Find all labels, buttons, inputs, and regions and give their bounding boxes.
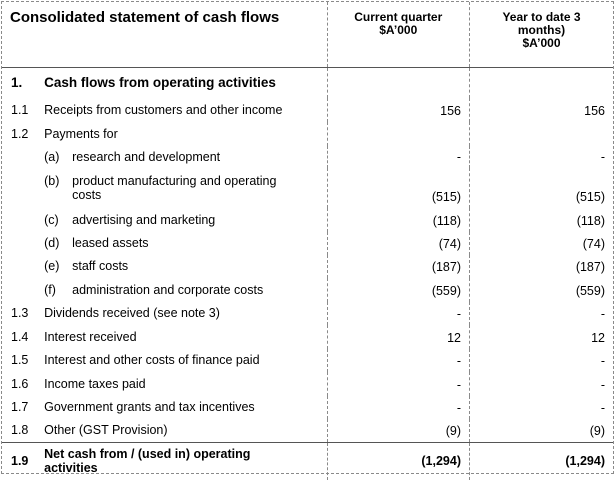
row-label: Interest received — [44, 329, 137, 344]
row-letter: (e) — [44, 259, 60, 273]
row-ytd-value: (559) — [469, 277, 613, 302]
table-row: 1.6 Income taxes paid - - — [2, 371, 613, 396]
row-label-text: product manufacturing and operating cost… — [72, 173, 277, 202]
row-ytd-value: - — [469, 301, 613, 325]
row-label: Dividends received (see note 3) — [44, 306, 220, 320]
row-current-value: (9) — [326, 418, 470, 443]
row-current-value: (74) — [326, 231, 470, 255]
row-number: 1.5 — [11, 353, 29, 367]
row-ytd-value: 12 — [469, 324, 613, 349]
table-row: 1.7 Government grants and tax incentives -… — [2, 395, 613, 419]
row-current-value: - — [326, 395, 470, 419]
table-row: 1.2 Payments for — [2, 121, 613, 146]
row-number: 1.1 — [11, 102, 29, 117]
row-letter: (d) — [44, 236, 60, 250]
row-ytd-value: (9) — [469, 418, 613, 443]
row-letter: (b) — [44, 173, 60, 188]
section-label: Cash flows from operating activities — [44, 74, 276, 90]
row-number: 1.3 — [11, 306, 29, 320]
row-label: (e) staff costs — [44, 255, 327, 278]
table-row: 1.3 Dividends received (see note 3) - - — [2, 301, 613, 325]
row-label: (d) leased assets — [44, 232, 327, 255]
row-number — [2, 208, 44, 232]
row-label-text: advertising and marketing — [72, 212, 216, 227]
row-ytd-value: (515) — [469, 167, 613, 208]
row-current-value: (118) — [326, 207, 470, 232]
row-current-value: - — [326, 301, 470, 325]
col-header-ytd: Year to date 3 months) $A’000 — [469, 2, 613, 68]
statement-title: Consolidated statement of cash flows — [2, 2, 328, 68]
row-current-value: - — [326, 371, 470, 396]
table-row: (e) staff costs (187) (187) — [2, 254, 613, 278]
row-number — [2, 168, 44, 208]
table-row: (c) advertising and marketing (118) (118) — [2, 207, 613, 232]
row-ytd-value: (118) — [469, 207, 613, 232]
row-label: (a) research and development — [44, 146, 327, 168]
row-label: Government grants and tax incentives — [44, 400, 255, 414]
row-number: 1.2 — [11, 126, 29, 141]
row-letter: (c) — [44, 212, 59, 227]
row-number — [2, 232, 44, 255]
row-current-value: (559) — [326, 277, 470, 302]
table-header: Consolidated statement of cash flows Cur… — [2, 2, 613, 68]
row-current-value: (187) — [326, 254, 470, 278]
table-row: 1.5 Interest and other costs of finance p… — [2, 348, 613, 372]
row-ytd-value — [469, 121, 613, 146]
row-ytd-value: (74) — [469, 231, 613, 255]
row-label: Income taxes paid — [44, 376, 146, 391]
row-ytd-value: - — [469, 348, 613, 372]
row-label: Interest and other costs of finance paid — [44, 353, 260, 367]
row-letter: (f) — [44, 282, 56, 297]
row-current-value: - — [326, 145, 470, 168]
total-label: Net cash from / (used in) operating acti… — [44, 442, 328, 480]
row-label-text: staff costs — [72, 259, 129, 273]
row-number — [2, 146, 44, 168]
row-ytd-value: - — [469, 371, 613, 396]
table-row: (b) product manufacturing and operating c… — [2, 167, 613, 208]
table-row: (f) administration and corporate costs (55… — [2, 277, 613, 302]
row-letter: (a) — [44, 149, 60, 164]
section-row: 1. Cash flows from operating activities — [2, 67, 613, 98]
table-row: 1.8 Other (GST Provision) (9) (9) — [2, 418, 613, 443]
row-label-text: administration and corporate costs — [72, 282, 264, 297]
row-ytd-value: (187) — [469, 254, 613, 278]
table-row: 1.1 Receipts from customers and other inc… — [2, 97, 613, 122]
col-header-current: Current quarter $A’000 — [326, 2, 470, 68]
row-number: 1.7 — [11, 400, 29, 414]
row-ytd-value: 156 — [469, 97, 613, 122]
row-current-value — [326, 121, 470, 146]
row-number — [2, 278, 44, 302]
row-number: 1.8 — [11, 423, 29, 438]
row-label: Receipts from customers and other income — [44, 102, 283, 117]
row-number — [2, 255, 44, 278]
table-row: (d) leased assets (74) (74) — [2, 231, 613, 255]
table-row: 1.4 Interest received 12 12 — [2, 324, 613, 349]
row-label-text: research and development — [72, 149, 221, 164]
total-current: (1,294) — [326, 442, 470, 480]
row-label: (f) administration and corporate costs — [44, 278, 327, 302]
row-ytd-value: - — [469, 395, 613, 419]
total-number: 1.9 — [2, 442, 45, 480]
row-current-value: (515) — [326, 167, 470, 208]
rows-body: 1.1 Receipts from customers and other inc… — [2, 97, 613, 443]
row-label: (c) advertising and marketing — [44, 208, 327, 232]
row-number: 1.6 — [11, 376, 29, 391]
row-ytd-value: - — [469, 145, 613, 168]
total-ytd: (1,294) — [469, 442, 613, 480]
row-number: 1.4 — [11, 329, 29, 344]
table-row: (a) research and development - - — [2, 145, 613, 168]
row-label: (b) product manufacturing and operating c… — [44, 168, 327, 208]
row-current-value: 156 — [326, 97, 470, 122]
row-current-value: 12 — [326, 324, 470, 349]
row-label: Payments for — [44, 126, 118, 141]
row-current-value: - — [326, 348, 470, 372]
row-label: Other (GST Provision) — [44, 423, 168, 438]
total-row: 1.9 Net cash from / (used in) operating … — [2, 442, 613, 480]
section-number: 1. — [11, 74, 23, 90]
row-label-text: leased assets — [72, 236, 149, 250]
